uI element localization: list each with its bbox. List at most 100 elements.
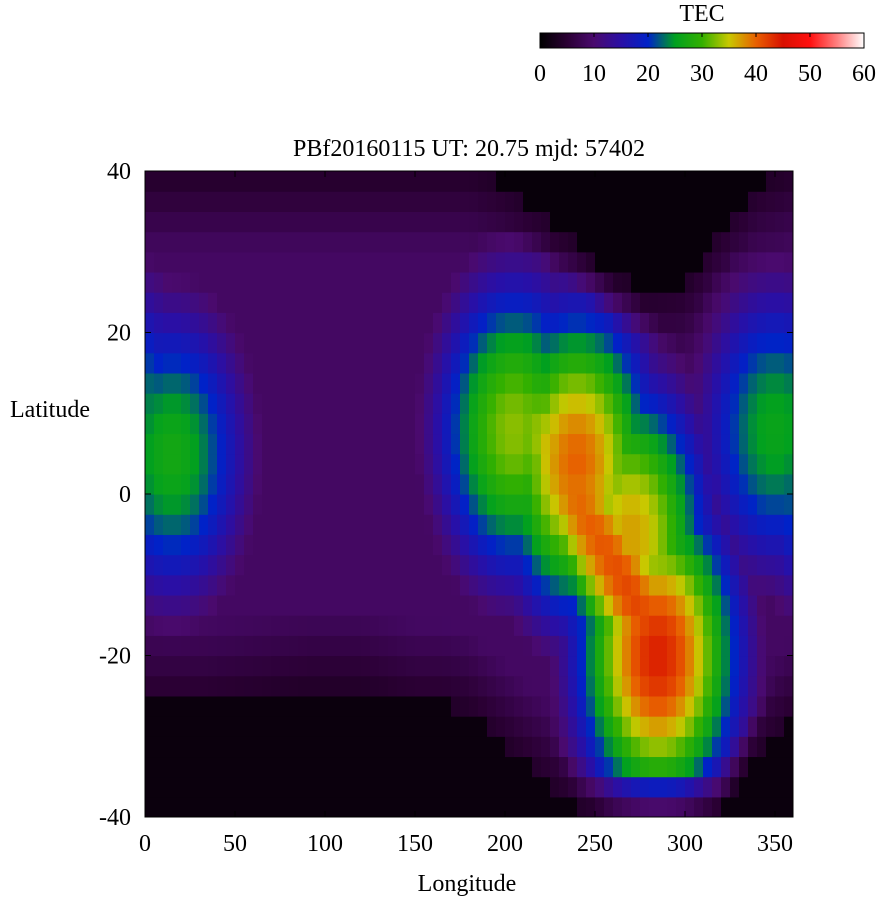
heatmap-cell	[649, 292, 659, 313]
heatmap-cell	[739, 211, 749, 233]
heatmap-cell	[460, 332, 470, 354]
heatmap-cell	[622, 393, 632, 414]
heatmap-cell	[730, 615, 740, 636]
heatmap-cell	[415, 635, 425, 657]
heatmap-cell	[622, 271, 632, 293]
heatmap-cell	[658, 332, 668, 354]
heatmap-cell	[262, 211, 272, 233]
heatmap-cell	[433, 393, 443, 414]
heatmap-cell	[469, 292, 479, 313]
heatmap-cell	[280, 171, 290, 192]
heatmap-cell	[424, 271, 434, 293]
heatmap-cell	[424, 413, 434, 435]
heatmap-cell	[640, 393, 650, 414]
heatmap-cell	[226, 635, 236, 657]
heatmap-cell	[577, 635, 587, 657]
heatmap-cell	[676, 393, 686, 414]
heatmap-cell	[703, 171, 713, 192]
heatmap-cell	[703, 594, 713, 616]
heatmap-cell	[559, 655, 569, 677]
heatmap-cell	[649, 372, 659, 394]
heatmap-cell	[523, 352, 533, 374]
heatmap-cell	[388, 332, 398, 354]
heatmap-cell	[316, 695, 326, 717]
heatmap-cell	[757, 393, 767, 414]
heatmap-cell	[550, 695, 560, 717]
heatmap-cell	[469, 736, 479, 758]
heatmap-cell	[370, 574, 380, 596]
heatmap-cell	[766, 352, 776, 374]
heatmap-cell	[487, 594, 497, 616]
heatmap-cell	[748, 393, 758, 414]
heatmap-cell	[343, 352, 353, 374]
heatmap-cell	[685, 736, 695, 758]
heatmap-cell	[766, 372, 776, 394]
heatmap-cell	[658, 211, 668, 233]
heatmap-cell	[217, 453, 227, 475]
heatmap-cell	[496, 312, 506, 334]
heatmap-cell	[298, 211, 308, 233]
heatmap-cell	[262, 251, 272, 273]
heatmap-cell	[199, 473, 209, 495]
heatmap-cell	[145, 776, 155, 798]
heatmap-cell	[613, 211, 623, 233]
heatmap-cell	[496, 453, 506, 475]
heatmap-cell	[757, 312, 767, 334]
heatmap-cell	[676, 271, 686, 293]
heatmap-cell	[343, 211, 353, 233]
heatmap-cell	[199, 433, 209, 455]
heatmap-cell	[622, 554, 632, 576]
heatmap-cell	[667, 736, 677, 758]
heatmap-cell	[343, 756, 353, 778]
heatmap-cell	[190, 736, 200, 758]
heatmap-cell	[280, 494, 290, 515]
heatmap-cell	[712, 655, 722, 677]
heatmap-cell	[298, 776, 308, 798]
heatmap-cell	[235, 271, 245, 293]
heatmap-cell	[640, 231, 650, 253]
heatmap-cell	[523, 372, 533, 394]
heatmap-cell	[478, 473, 488, 495]
colorbar-tick-label: 10	[582, 61, 606, 87]
heatmap-cell	[739, 554, 749, 576]
heatmap-cell	[631, 534, 641, 556]
heatmap-cell	[469, 776, 479, 798]
heatmap-cell	[604, 695, 614, 717]
heatmap-cell	[730, 332, 740, 354]
heatmap-cell	[685, 594, 695, 616]
heatmap-cell	[370, 312, 380, 334]
heatmap-cell	[235, 716, 245, 737]
heatmap-cell	[649, 655, 659, 677]
heatmap-cell	[586, 292, 596, 313]
heatmap-cell	[424, 594, 434, 616]
heatmap-cell	[298, 433, 308, 455]
heatmap-cell	[541, 453, 551, 475]
heatmap-cell	[433, 271, 443, 293]
heatmap-cell	[640, 292, 650, 313]
heatmap-cell	[307, 332, 317, 354]
heatmap-cell	[424, 675, 434, 697]
heatmap-cell	[172, 393, 182, 414]
chart-title: PBf20160115 UT: 20.75 mjd: 57402	[293, 136, 645, 162]
heatmap-cell	[388, 675, 398, 697]
heatmap-cell	[694, 655, 704, 677]
heatmap-cell	[640, 453, 650, 475]
heatmap-cell	[550, 191, 560, 212]
heatmap-cell	[316, 332, 326, 354]
heatmap-cell	[172, 312, 182, 334]
heatmap-cell	[208, 534, 218, 556]
heatmap-cell	[757, 171, 767, 192]
heatmap-cell	[433, 796, 443, 817]
heatmap-cell	[505, 716, 515, 737]
heatmap-cell	[523, 453, 533, 475]
heatmap-cell	[649, 433, 659, 455]
heatmap-cell	[154, 514, 164, 535]
heatmap-cell	[415, 473, 425, 495]
heatmap-cell	[271, 695, 281, 717]
heatmap-cell	[685, 251, 695, 273]
heatmap-cell	[172, 554, 182, 576]
heatmap-cell	[775, 372, 785, 394]
heatmap-cell	[181, 251, 191, 273]
heatmap-cell	[568, 574, 578, 596]
